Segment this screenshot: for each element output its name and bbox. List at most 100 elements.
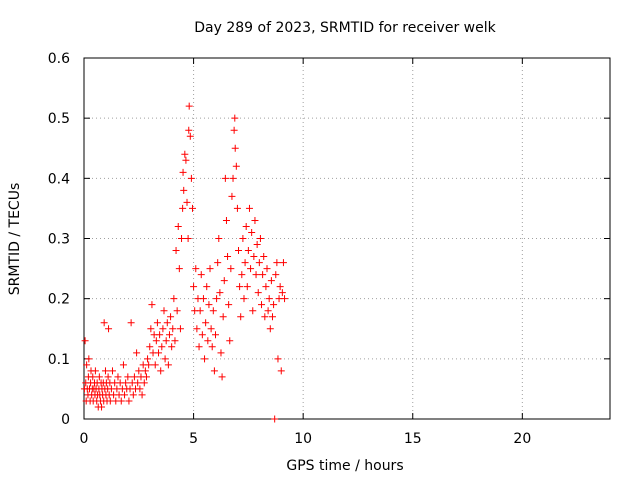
data-point <box>187 174 195 182</box>
data-point <box>195 343 203 351</box>
data-point <box>193 325 201 333</box>
data-point <box>152 337 160 345</box>
data-point <box>260 253 268 261</box>
data-point <box>201 355 209 363</box>
data-point <box>104 373 112 381</box>
data-point <box>197 271 205 279</box>
data-point <box>180 186 188 194</box>
data-point <box>231 144 239 152</box>
data-point <box>170 295 178 303</box>
data-point <box>225 301 233 309</box>
data-point <box>206 265 214 273</box>
data-point <box>236 283 244 291</box>
data-point <box>274 355 282 363</box>
data-point <box>276 283 284 291</box>
y-tick-label: 0.1 <box>48 352 70 368</box>
data-point <box>220 277 228 285</box>
data-point <box>213 295 221 303</box>
x-axis-label: GPS time / hours <box>286 458 403 474</box>
data-point <box>263 265 271 273</box>
data-point <box>268 313 276 321</box>
data-point <box>233 204 241 212</box>
data-point <box>190 283 198 291</box>
data-point <box>157 367 165 375</box>
data-point <box>245 204 253 212</box>
data-point <box>136 385 144 393</box>
data-point <box>235 247 243 255</box>
axis-ticks <box>83 57 610 420</box>
data-point <box>101 367 109 375</box>
y-tick-label: 0.5 <box>48 111 70 127</box>
data-point <box>205 301 213 309</box>
data-point <box>231 114 239 122</box>
data-point <box>215 235 223 242</box>
y-tick-label: 0 <box>61 412 70 428</box>
data-point <box>232 162 240 170</box>
data-point <box>144 355 152 363</box>
data-point <box>204 337 212 345</box>
data-point <box>229 174 237 182</box>
data-point <box>281 295 289 303</box>
data-point <box>117 397 125 405</box>
data-point <box>239 235 247 242</box>
data-point <box>158 343 166 351</box>
grid-lines <box>84 58 610 419</box>
data-point <box>160 307 168 315</box>
data-point <box>147 325 155 333</box>
data-point <box>174 222 182 230</box>
data-point <box>100 319 108 327</box>
x-tick-label: 0 <box>80 431 89 447</box>
data-point <box>253 241 261 249</box>
data-point <box>185 126 193 134</box>
data-point <box>270 301 278 309</box>
x-tick-label: 20 <box>513 431 531 447</box>
data-point <box>159 325 167 333</box>
x-tick-label: 5 <box>189 431 198 447</box>
data-point <box>261 313 269 321</box>
data-point <box>175 265 183 273</box>
data-point <box>162 337 170 345</box>
data-point <box>230 126 238 134</box>
data-point <box>183 198 191 206</box>
data-point <box>108 367 116 375</box>
data-point <box>273 259 281 267</box>
data-point <box>85 355 93 363</box>
data-point <box>259 271 267 279</box>
data-point <box>145 361 153 369</box>
data-point <box>141 367 149 375</box>
data-point <box>98 403 106 411</box>
y-axis-label: SRMTID / TECUs <box>7 183 23 296</box>
data-point <box>219 313 227 321</box>
data-point <box>192 265 200 273</box>
data-point <box>237 313 245 321</box>
data-point <box>216 289 224 297</box>
y-tick-label: 0.4 <box>48 171 70 187</box>
data-point <box>250 253 258 261</box>
data-point <box>262 283 270 291</box>
data-point <box>247 265 255 273</box>
data-point <box>254 289 262 297</box>
data-point <box>267 277 275 285</box>
data-point <box>209 307 217 315</box>
data-point <box>121 391 129 399</box>
data-point <box>122 379 130 387</box>
data-point <box>185 102 193 110</box>
data-point <box>167 313 175 321</box>
data-point <box>251 216 259 224</box>
data-point <box>169 325 177 333</box>
data-point <box>258 301 266 309</box>
data-point <box>214 259 222 267</box>
data-point <box>210 367 218 375</box>
data-point <box>277 367 285 375</box>
data-point <box>266 325 274 333</box>
data-point <box>179 168 187 176</box>
data-point <box>155 349 163 357</box>
data-point <box>217 349 225 357</box>
data-point <box>218 373 226 381</box>
data-point <box>133 349 141 357</box>
data-point <box>256 235 264 242</box>
data-point <box>224 253 232 261</box>
data-point <box>222 216 230 224</box>
data-points <box>80 102 289 423</box>
